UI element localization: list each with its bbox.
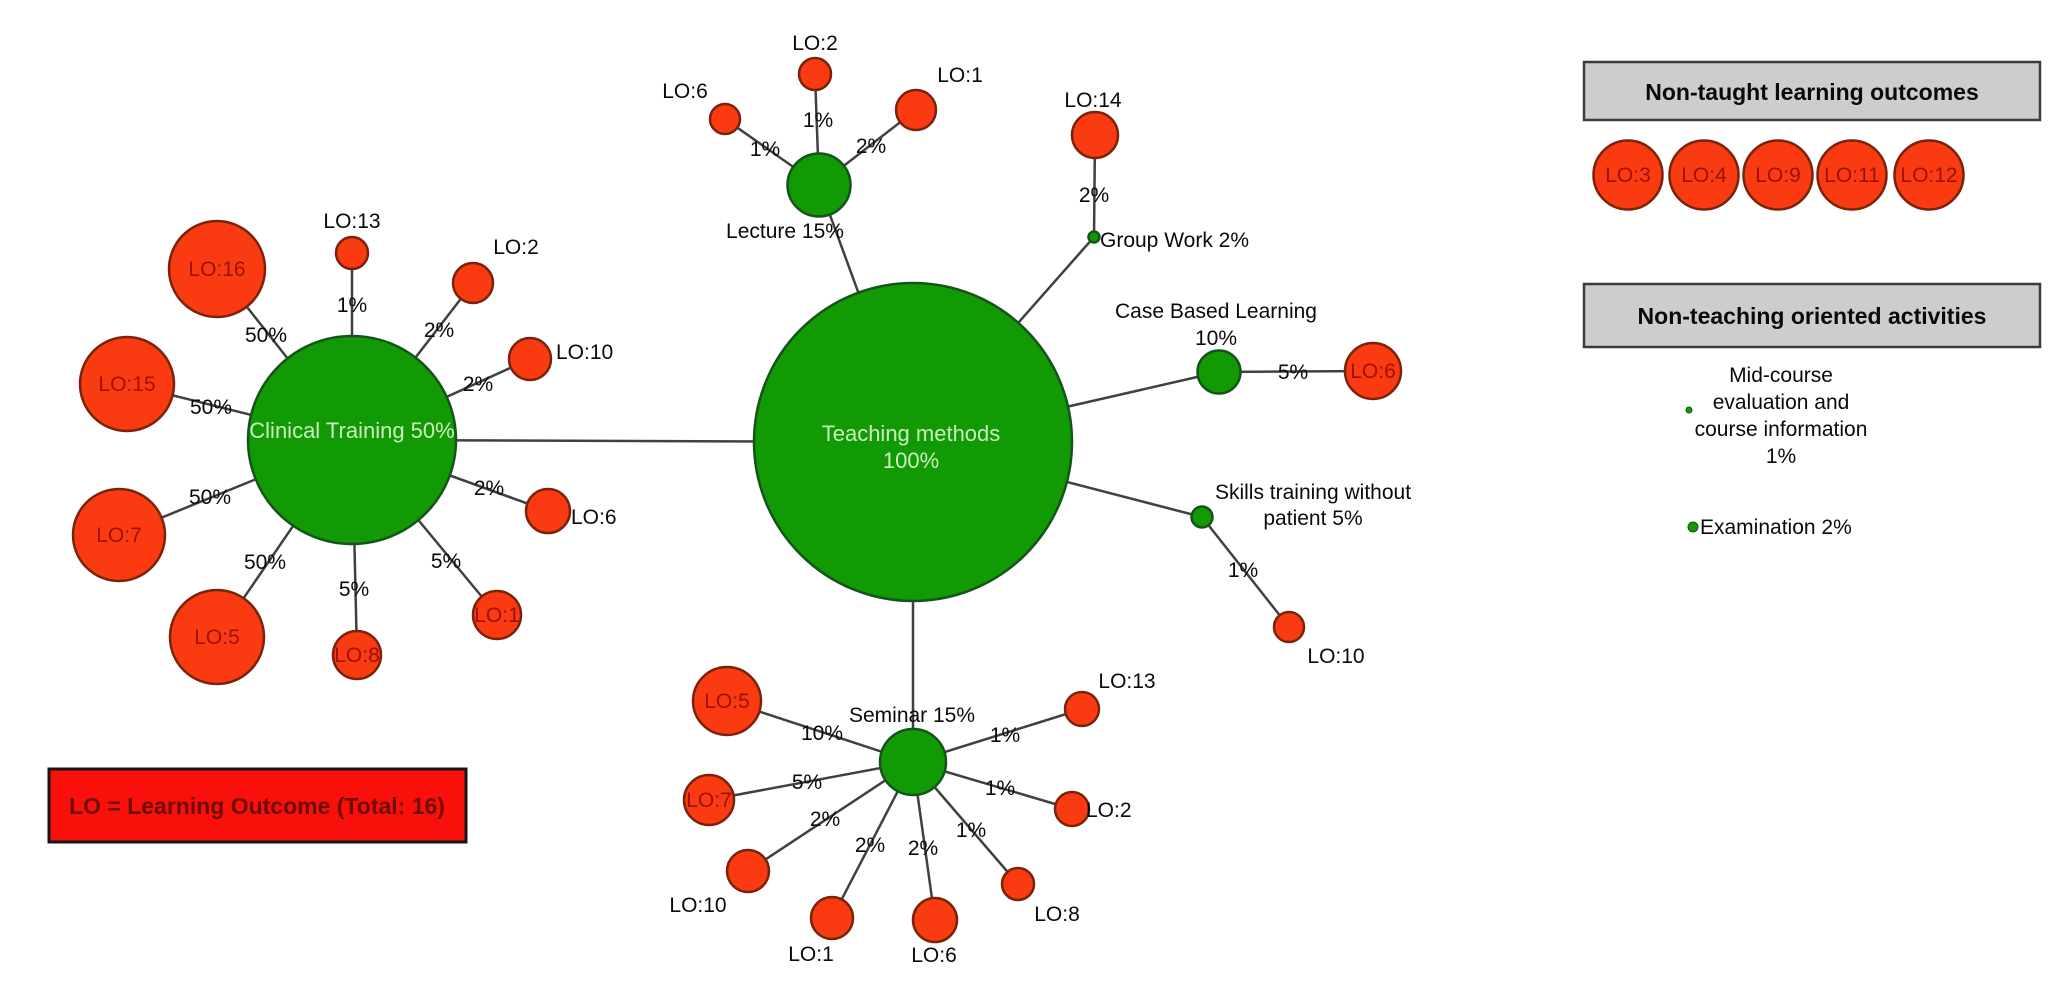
svg-text:LO = Learning Outcome (Total:: LO = Learning Outcome (Total: 16) [69, 793, 445, 819]
svg-text:1%: 1% [956, 819, 986, 842]
svg-text:50%: 50% [189, 486, 231, 509]
svg-text:LO:10: LO:10 [669, 894, 726, 917]
svg-text:LO:10: LO:10 [1307, 645, 1364, 668]
svg-text:LO:14: LO:14 [1064, 89, 1122, 112]
svg-text:5%: 5% [1278, 361, 1308, 384]
svg-text:2%: 2% [1079, 184, 1109, 207]
svg-text:LO:2: LO:2 [1086, 799, 1132, 822]
svg-text:2%: 2% [908, 837, 938, 860]
svg-text:LO:1: LO:1 [474, 604, 520, 627]
svg-text:5%: 5% [792, 771, 822, 794]
svg-text:50%: 50% [245, 324, 287, 347]
svg-text:1%: 1% [990, 724, 1020, 747]
svg-text:1%: 1% [1228, 559, 1258, 582]
svg-text:10%: 10% [1195, 327, 1237, 350]
svg-text:LO:7: LO:7 [686, 789, 732, 812]
svg-text:LO:6: LO:6 [662, 80, 708, 103]
svg-text:LO:2: LO:2 [493, 236, 539, 259]
svg-text:LO:6: LO:6 [571, 506, 617, 529]
svg-text:Clinical Training 50%: Clinical Training 50% [249, 418, 454, 443]
svg-text:Non-teaching oriented activiti: Non-teaching oriented activities [1638, 303, 1987, 329]
svg-text:LO:1: LO:1 [788, 943, 834, 966]
svg-text:2%: 2% [424, 319, 454, 342]
svg-text:Examination 2%: Examination 2% [1700, 516, 1852, 539]
svg-text:course information: course information [1695, 418, 1868, 441]
svg-text:2%: 2% [474, 477, 504, 500]
svg-text:evaluation and: evaluation and [1713, 391, 1850, 414]
svg-text:LO:12: LO:12 [1900, 164, 1957, 187]
svg-text:1%: 1% [750, 138, 780, 161]
svg-text:LO:5: LO:5 [704, 690, 750, 713]
svg-text:Seminar 15%: Seminar 15% [849, 704, 975, 727]
svg-text:LO:6: LO:6 [1350, 360, 1396, 383]
svg-text:50%: 50% [190, 396, 232, 419]
svg-text:LO:11: LO:11 [1824, 164, 1880, 187]
svg-text:LO:13: LO:13 [323, 210, 380, 233]
svg-text:Non-taught learning outcomes: Non-taught learning outcomes [1645, 79, 1979, 105]
svg-text:2%: 2% [463, 373, 493, 396]
svg-text:LO:3: LO:3 [1605, 164, 1651, 187]
svg-text:LO:8: LO:8 [1034, 903, 1080, 926]
svg-text:patient 5%: patient 5% [1263, 507, 1362, 530]
svg-text:2%: 2% [856, 135, 886, 158]
svg-text:10%: 10% [801, 722, 843, 745]
svg-text:2%: 2% [855, 834, 885, 857]
svg-text:Teaching methods: Teaching methods [822, 421, 1001, 446]
svg-text:1%: 1% [803, 109, 833, 132]
svg-text:LO:15: LO:15 [98, 373, 155, 396]
svg-text:LO:1: LO:1 [937, 64, 983, 87]
svg-text:50%: 50% [244, 551, 286, 574]
svg-text:1%: 1% [985, 777, 1015, 800]
svg-text:1%: 1% [1766, 445, 1796, 468]
svg-text:Case Based Learning: Case Based Learning [1115, 300, 1317, 323]
svg-text:100%: 100% [883, 448, 939, 473]
svg-text:LO:4: LO:4 [1681, 164, 1727, 187]
svg-text:LO:2: LO:2 [792, 32, 838, 55]
svg-text:LO:10: LO:10 [556, 341, 613, 364]
svg-text:LO:13: LO:13 [1098, 670, 1155, 693]
svg-text:Lecture 15%: Lecture 15% [726, 220, 844, 243]
svg-text:LO:6: LO:6 [911, 944, 957, 967]
svg-text:LO:8: LO:8 [334, 644, 380, 667]
svg-text:LO:5: LO:5 [194, 626, 240, 649]
svg-text:5%: 5% [339, 578, 369, 601]
svg-text:LO:9: LO:9 [1755, 164, 1801, 187]
svg-text:LO:16: LO:16 [188, 258, 245, 281]
svg-text:5%: 5% [431, 550, 461, 573]
svg-text:Group Work 2%: Group Work 2% [1100, 229, 1249, 252]
svg-text:1%: 1% [337, 294, 367, 317]
svg-text:LO:7: LO:7 [96, 524, 142, 547]
svg-text:2%: 2% [810, 808, 840, 831]
svg-text:Skills training without: Skills training without [1215, 481, 1411, 504]
svg-text:Mid-course: Mid-course [1729, 364, 1833, 387]
